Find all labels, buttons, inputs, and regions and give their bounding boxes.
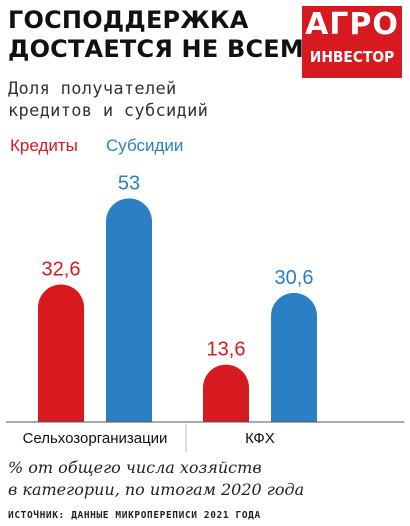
logo-line-2: ИНВЕСТОР [309,48,395,66]
chart-note-line-1: % от общего числа хозяйств [8,458,262,477]
chart-title-line-2: ДОСТАЕТСЯ НЕ ВСЕМ [8,35,304,63]
category-label-0: Сельхозорганизации [23,430,168,447]
chart-subtitle: Доля получателей кредитов и субсидий [8,78,208,122]
legend-item-credits: Кредиты [10,136,78,155]
chart-subtitle-line-1: Доля получателей [8,79,177,99]
chart-subtitle-line-2: кредитов и субсидий [8,101,209,121]
bar-credits-1 [203,364,249,422]
bar-credits-0 [38,284,84,422]
data-label-subsidies-1: 30,6 [275,267,314,289]
logo-line-1: АГРО [305,7,399,42]
chart-note: % от общего числа хозяйств в категории, … [8,457,304,501]
bar-chart: 32,6 53 13,6 30,6 Сельхозорганизации КФХ [6,172,404,452]
legend-item-subsidies: Субсидии [106,136,184,155]
bar-subsidies-1 [271,292,317,422]
agroinvestor-logo: АГРО ИНВЕСТОР [302,6,402,78]
data-label-subsidies-0: 53 [118,172,140,194]
bar-subsidies-0 [106,198,152,422]
data-label-credits-0: 32,6 [42,258,81,280]
data-label-credits-1: 13,6 [207,339,246,361]
category-label-1: КФХ [245,430,275,447]
chart-source: ИСТОЧНИК: ДАННЫЕ МИКРОПЕРЕПИСИ 2021 ГОДА [8,510,261,521]
chart-note-line-2: в категории, по итогам 2020 года [8,480,305,499]
chart-title-line-1: ГОСПОДДЕРЖКА [8,6,249,34]
chart-title: ГОСПОДДЕРЖКА ДОСТАЕТСЯ НЕ ВСЕМ [8,6,304,64]
